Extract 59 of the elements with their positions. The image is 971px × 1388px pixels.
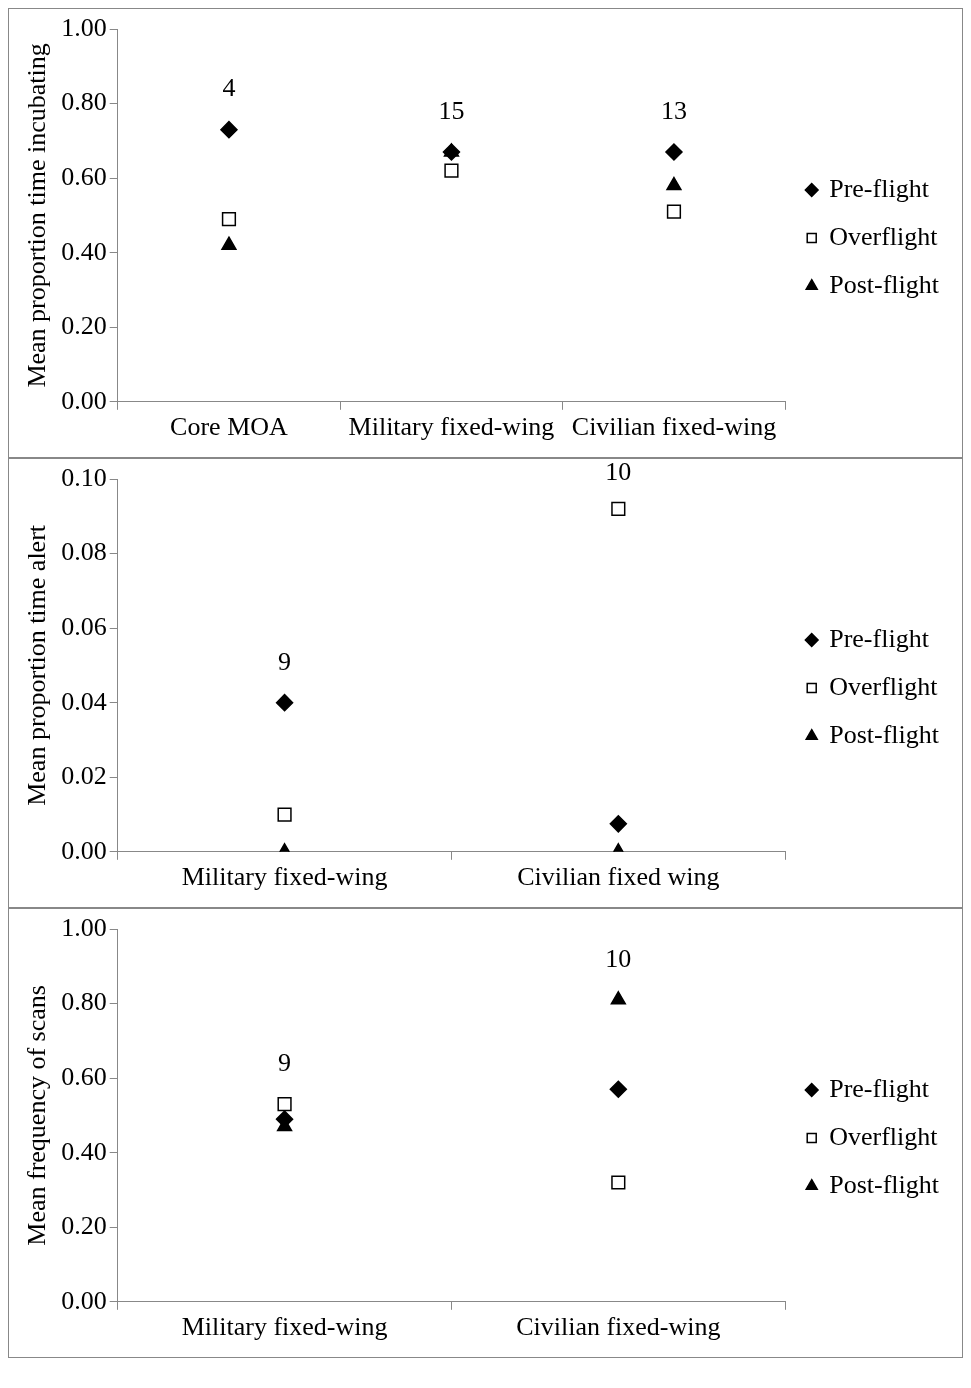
point (611, 1175, 626, 1190)
annotation: 13 (660, 95, 687, 125)
legend-label: Overflight (829, 671, 939, 701)
point (611, 501, 626, 516)
y-tick-label: 0.06 (61, 611, 107, 641)
y-tick-label: 0.20 (61, 311, 107, 341)
y-tick-label: 0.00 (61, 835, 107, 865)
x-tick-label: Military fixed-wing (181, 862, 388, 892)
y-tick-label: 0.40 (61, 236, 107, 266)
x-tick-label: Core MOA (170, 412, 289, 442)
annotation: 9 (278, 646, 292, 676)
y-tick-label: 0.10 (61, 462, 107, 492)
legend-label: Post-flight (829, 719, 940, 749)
point (609, 815, 628, 833)
point (221, 212, 237, 227)
legend-label: Post-flight (829, 269, 940, 299)
y-tick-label: 0.60 (61, 161, 107, 191)
legend-label: Overflight (829, 1121, 939, 1151)
point (666, 176, 682, 191)
point (609, 1080, 628, 1099)
y-tick-label: 1.00 (61, 12, 107, 42)
legend-label: Overflight (829, 221, 939, 251)
annotation: 10 (605, 456, 632, 486)
annotation: 9 (278, 1048, 292, 1078)
point (444, 163, 459, 178)
x-tick-label: Military fixed-wing (181, 1312, 388, 1342)
x-tick-label: Civilian fixed-wing (571, 412, 777, 442)
y-tick-label: 0.00 (61, 1285, 107, 1315)
legend-label: Pre-flight (829, 623, 930, 653)
legend-label: Pre-flight (829, 173, 930, 203)
point (221, 236, 237, 250)
point (220, 120, 238, 139)
y-tick-label: 0.08 (61, 537, 107, 567)
annotation: 15 (438, 95, 465, 125)
y-tick-label: 0.80 (61, 987, 107, 1017)
annotation: 10 (605, 943, 632, 973)
y-tick-label: 0.80 (61, 87, 107, 117)
y-tick-label: 0.20 (61, 1211, 107, 1241)
point (610, 991, 627, 1005)
y-tick-label: 0.02 (61, 761, 107, 791)
annotation: 4 (222, 73, 236, 103)
y-tick-label: 0.00 (61, 385, 107, 415)
y-axis-title: Mean proportion time alert (22, 524, 52, 806)
point (275, 693, 294, 712)
y-tick-label: 1.00 (61, 912, 107, 942)
x-tick-label: Civilian fixed-wing (516, 1312, 721, 1342)
y-tick-label: 0.60 (61, 1061, 107, 1091)
x-tick-label: Military fixed-wing (348, 412, 555, 442)
legend-label: Post-flight (829, 1169, 940, 1199)
y-tick-label: 0.40 (61, 1136, 107, 1166)
y-tick-label: 0.04 (61, 686, 107, 716)
point (277, 807, 292, 822)
x-tick-label: Civilian fixed wing (517, 862, 720, 892)
point (277, 1097, 292, 1112)
point (665, 143, 683, 161)
legend-label: Pre-flight (829, 1073, 930, 1103)
y-axis-title: Mean frequency of scans (22, 985, 52, 1246)
point (666, 204, 682, 219)
y-axis-title: Mean proportion time incubating (22, 43, 52, 388)
